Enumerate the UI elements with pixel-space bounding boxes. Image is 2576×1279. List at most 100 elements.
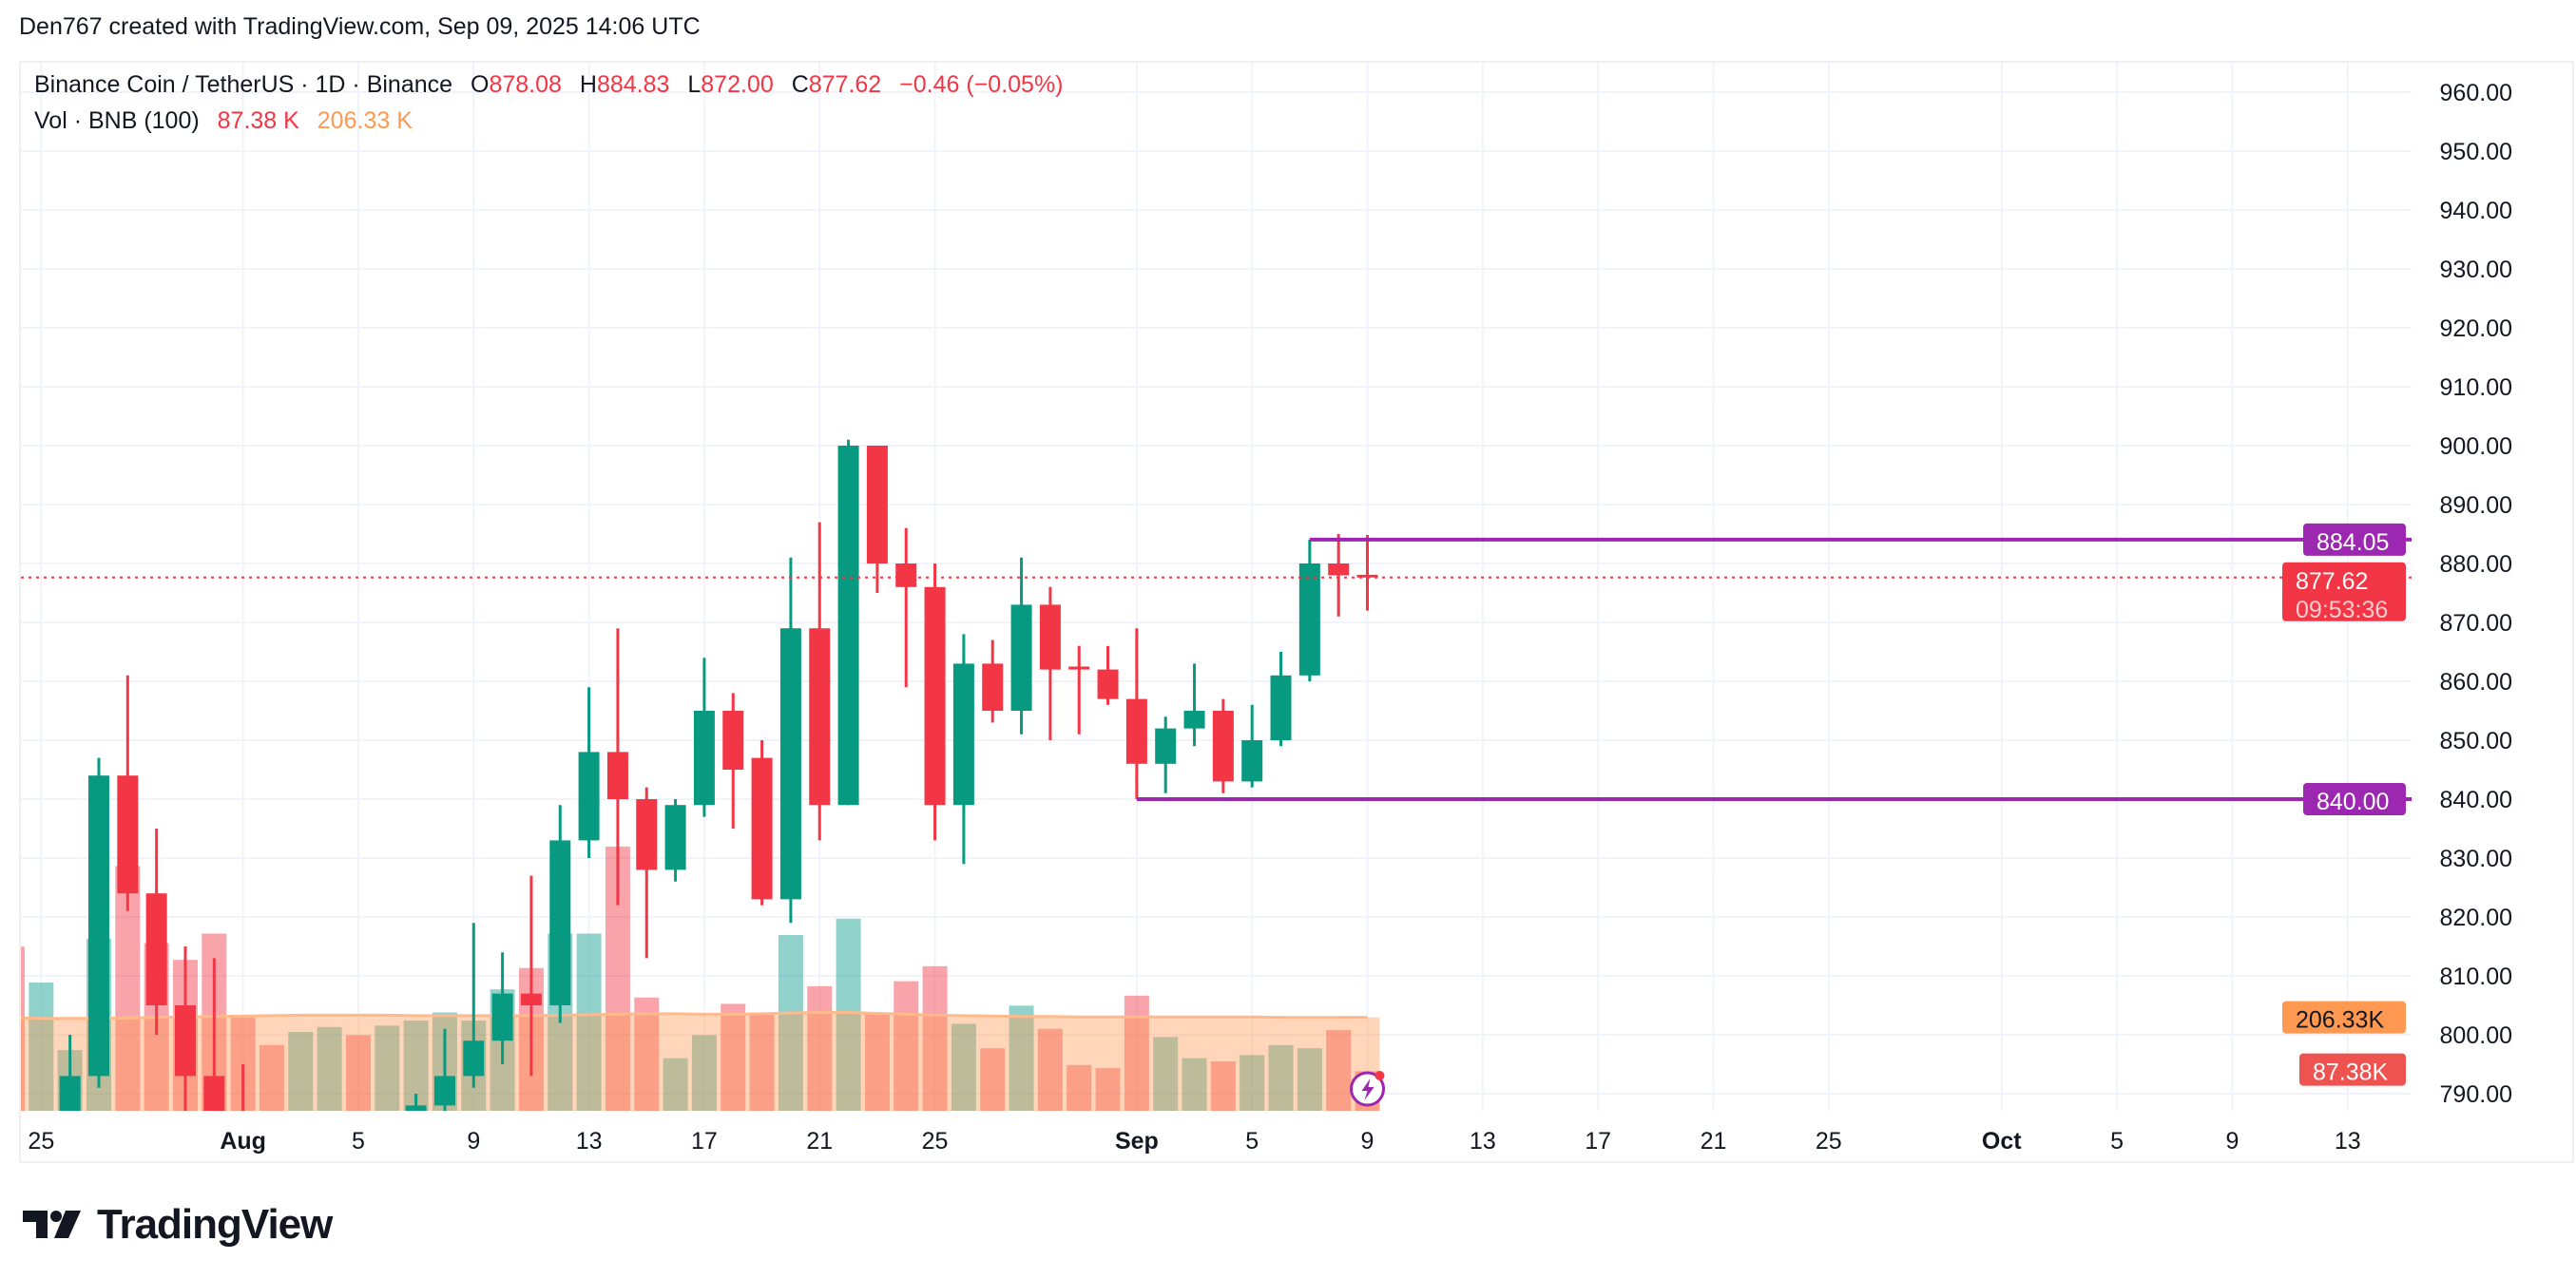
volume-bar — [836, 918, 861, 1111]
volume-bar — [1326, 1030, 1352, 1111]
candle-body[interactable] — [606, 752, 628, 799]
high-label: H — [579, 71, 597, 98]
candle-body[interactable] — [1241, 740, 1263, 782]
volume-title[interactable]: Vol · BNB (100) — [34, 107, 200, 134]
candle-body[interactable] — [722, 711, 744, 770]
symbol-title[interactable]: Binance Coin / TetherUS · 1D · Binance — [34, 71, 453, 98]
candle-body[interactable] — [376, 1141, 397, 1171]
low-label: L — [687, 71, 702, 98]
candle-body[interactable] — [779, 628, 801, 900]
chart-credit: Den767 created with TradingView.com, Sep… — [19, 13, 701, 40]
date-axis-label: 5 — [352, 1128, 365, 1155]
tradingview-logo[interactable]: TradingView — [23, 1201, 333, 1249]
horizontal-line-price-label: 884.05 — [2316, 529, 2389, 556]
candle-body[interactable] — [520, 993, 542, 1005]
volume-bar — [1240, 1055, 1265, 1111]
lightning-bolt-icon — [1361, 1079, 1375, 1100]
candle-body[interactable] — [30, 1158, 51, 1199]
candle-body[interactable] — [693, 711, 715, 806]
volume-bar — [1095, 1068, 1121, 1111]
candle-body[interactable] — [145, 893, 167, 1005]
candle-body[interactable] — [87, 775, 109, 1077]
volume-bar — [663, 1058, 688, 1111]
date-axis-label: 5 — [2110, 1128, 2124, 1155]
price-axis-label: 960.00 — [2440, 80, 2512, 106]
volume-bar — [1124, 995, 1149, 1111]
volume-ma-axis-label: 206.33K — [2296, 1007, 2384, 1034]
volume-legend-row: Vol · BNB (100) 87.38 K 206.33 K — [34, 103, 1064, 139]
candle-body[interactable] — [636, 799, 658, 870]
candle-body[interactable] — [751, 757, 773, 900]
volume-bar — [1297, 1048, 1322, 1111]
candle-body[interactable] — [549, 840, 571, 1005]
volume-bar — [345, 1035, 371, 1111]
candle-body[interactable] — [463, 1040, 485, 1077]
candle-body[interactable] — [1039, 604, 1061, 670]
candle-body[interactable] — [2, 1141, 23, 1200]
volume-bar — [864, 1013, 890, 1111]
candle-body[interactable] — [491, 993, 513, 1041]
candle-body[interactable] — [809, 628, 831, 806]
tradingview-logo-icon — [23, 1211, 81, 1238]
candle-body[interactable] — [1155, 728, 1177, 764]
candle-body[interactable] — [1270, 675, 1292, 740]
horizontal-line-price-label-box — [2303, 523, 2406, 556]
date-axis-label: Sep — [1115, 1128, 1159, 1155]
plot-area[interactable] — [0, 439, 1380, 1224]
candle-body[interactable] — [895, 563, 917, 587]
volume-ma-area — [21, 1012, 1380, 1111]
open-label: O — [471, 71, 490, 98]
candle-body[interactable] — [952, 663, 974, 806]
date-axis-label: 21 — [1701, 1128, 1727, 1155]
change-value: −0.46 (−0.05%) — [899, 71, 1064, 98]
volume-bar — [288, 1032, 314, 1111]
candle-body[interactable] — [1212, 711, 1234, 782]
candle-body[interactable] — [982, 663, 1004, 711]
date-axis-label: 21 — [806, 1128, 833, 1155]
price-axis-label: 920.00 — [2440, 315, 2512, 342]
volume-bar — [1067, 1064, 1092, 1111]
high-value: 884.83 — [596, 71, 670, 98]
volume-bar — [778, 934, 803, 1111]
candle-body[interactable] — [261, 1153, 282, 1188]
candle-body[interactable] — [924, 586, 946, 806]
date-axis-label: 9 — [467, 1128, 480, 1155]
candle-body[interactable] — [117, 775, 139, 894]
candle-body[interactable] — [174, 1005, 196, 1077]
candle-body[interactable] — [319, 1135, 340, 1158]
volume-bar — [980, 1048, 1006, 1111]
candle-body[interactable] — [664, 805, 686, 870]
last-price-label: 09:53:36 — [2296, 597, 2388, 623]
candle-body[interactable] — [837, 446, 859, 806]
candle-body[interactable] — [1097, 669, 1119, 699]
low-value: 872.00 — [701, 71, 774, 98]
candle-body[interactable] — [290, 1158, 311, 1188]
date-axis-label: Oct — [1982, 1128, 2022, 1155]
candle-body[interactable] — [1328, 563, 1350, 576]
candle-body[interactable] — [1068, 666, 1090, 670]
candle-body[interactable] — [405, 1105, 427, 1140]
price-axis-label: 820.00 — [2440, 905, 2512, 931]
date-axis-label: 13 — [2335, 1128, 2361, 1155]
candle-body[interactable] — [1183, 711, 1205, 729]
price-axis-label: 880.00 — [2440, 551, 2512, 578]
candle-body[interactable] — [203, 1076, 225, 1117]
candle-body[interactable] — [59, 1076, 81, 1123]
volume-bar — [259, 1044, 284, 1111]
candle-body[interactable] — [1356, 574, 1378, 578]
price-axis-label: 890.00 — [2440, 492, 2512, 519]
date-axis-label: 13 — [576, 1128, 603, 1155]
volume-bar — [1268, 1044, 1294, 1111]
last-price-label: 877.62 — [2296, 568, 2368, 595]
candle-body[interactable] — [866, 446, 888, 563]
candle-body[interactable] — [433, 1076, 455, 1106]
candle-body[interactable] — [1010, 604, 1032, 711]
candle-body[interactable] — [1125, 698, 1147, 764]
volume-bar — [894, 981, 919, 1111]
price-axis-label: 810.00 — [2440, 964, 2512, 990]
volume-ma-line — [21, 1010, 1368, 1021]
chart-legend: Binance Coin / TetherUS · 1D · Binance O… — [34, 67, 1064, 139]
candle-body[interactable] — [1298, 563, 1320, 676]
candle-body[interactable] — [578, 752, 600, 841]
